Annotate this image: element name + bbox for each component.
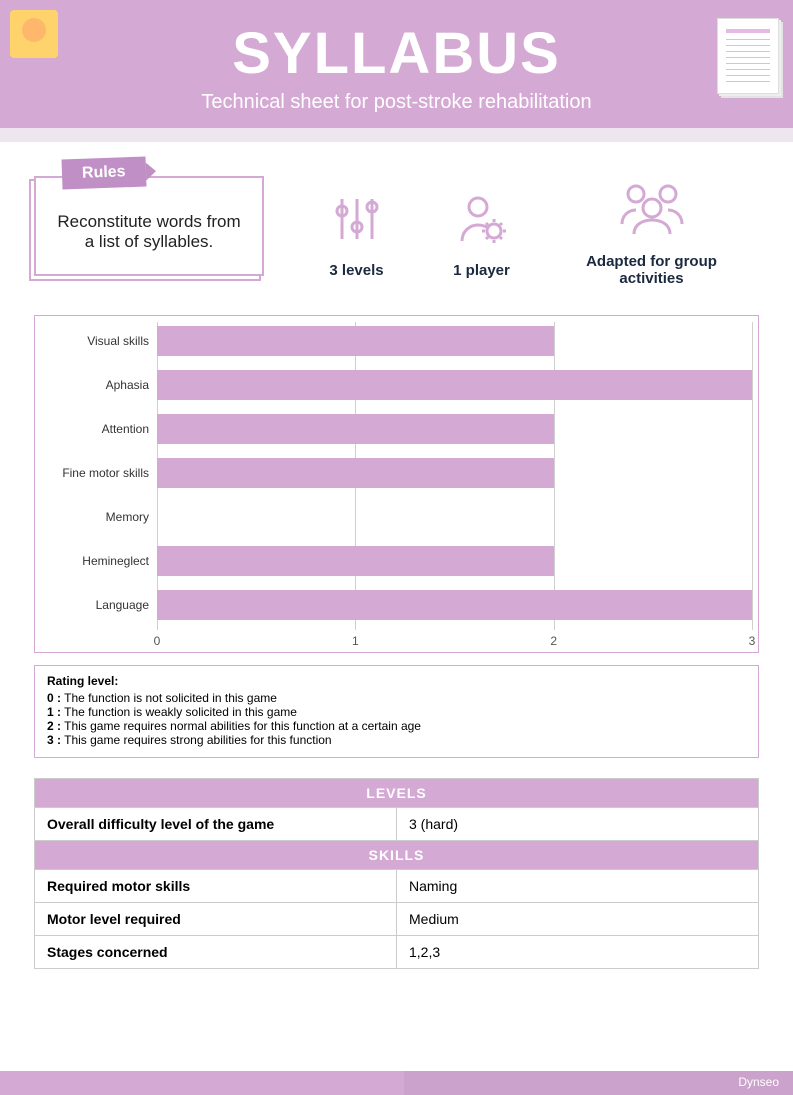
table-value: 3 (hard) [397,808,759,841]
group-icon [616,180,688,240]
bar-label: Visual skills [35,334,149,348]
legend-line: 3 : This game requires strong abilities … [47,733,746,747]
header: SYLLABUS Technical sheet for post-stroke… [0,0,793,128]
chart-row: Memory [157,498,752,536]
bar-label: Language [35,598,149,612]
legend-title: Rating level: [47,674,746,688]
table-section-header: LEVELS [35,779,759,808]
legend-text: The function is weakly solicited in this… [61,705,297,719]
chart-row: Aphasia [157,366,752,404]
chart-row: Fine motor skills [157,454,752,492]
table-key: Motor level required [35,903,397,936]
page-title: SYLLABUS [20,20,773,87]
rules-card: Rules Reconstitute words from a list of … [34,166,264,276]
legend-key: 1 : [47,705,61,719]
legend-line: 0 : The function is not solicited in thi… [47,691,746,705]
bar [157,326,554,356]
rules-body: Reconstitute words from a list of syllab… [34,176,264,276]
legend-text: The function is not solicited in this ga… [61,691,277,705]
footer-left [0,1071,404,1095]
table-row: Stages concerned1,2,3 [35,936,759,969]
divider-band [0,128,793,142]
info-row: Rules Reconstitute words from a list of … [0,142,793,297]
table-section-header: SKILLS [35,841,759,870]
sliders-icon [327,189,387,249]
legend-text: This game requires strong abilities for … [61,733,332,747]
x-tick: 2 [550,634,557,648]
bar-label: Aphasia [35,378,149,392]
table-row: Motor level requiredMedium [35,903,759,936]
x-tick: 3 [749,634,756,648]
bar-label: Hemineglect [35,554,149,568]
feature-group: Adapted for group activities [577,180,727,287]
feature-levels: 3 levels [327,189,387,279]
legend-key: 3 : [47,733,61,747]
footer: Dynseo [0,1071,793,1095]
avatar-icon [10,10,58,58]
legend-text: This game requires normal abilities for … [61,719,421,733]
table-row: Required motor skillsNaming [35,870,759,903]
bar [157,370,752,400]
x-tick: 1 [352,634,359,648]
x-axis: 0123 [157,634,752,650]
bar [157,458,554,488]
chart-row: Attention [157,410,752,448]
user-gear-icon [452,189,512,249]
table-value: Naming [397,870,759,903]
bar-label: Fine motor skills [35,466,149,480]
chart-row: Language [157,586,752,624]
chart-row: Visual skills [157,322,752,360]
table-key: Required motor skills [35,870,397,903]
legend-line: 2 : This game requires normal abilities … [47,719,746,733]
info-table: LEVELSOverall difficulty level of the ga… [34,778,759,969]
feature-label: Adapted for group activities [577,253,727,287]
rules-tab: Rules [62,157,147,190]
x-tick: 0 [154,634,161,648]
footer-brand: Dynseo [404,1071,793,1095]
feature-label: 3 levels [327,262,387,279]
bar [157,414,554,444]
table-value: Medium [397,903,759,936]
table-key: Overall difficulty level of the game [35,808,397,841]
skills-chart: Visual skills Aphasia Attention Fine motor … [34,315,759,653]
legend-key: 2 : [47,719,61,733]
page-subtitle: Technical sheet for post-stroke rehabili… [20,91,773,114]
table-key: Stages concerned [35,936,397,969]
bar-label: Attention [35,422,149,436]
features: 3 levels 1 player Adapted for group acti… [294,166,759,287]
feature-player: 1 player [452,189,512,279]
gridline [752,322,753,630]
document-icon [717,18,779,94]
legend-line: 1 : The function is weakly solicited in … [47,705,746,719]
legend-key: 0 : [47,691,61,705]
chart-row: Hemineglect [157,542,752,580]
bar-label: Memory [35,510,149,524]
table-value: 1,2,3 [397,936,759,969]
rating-legend: Rating level: 0 : The function is not so… [34,665,759,758]
feature-label: 1 player [452,262,512,279]
table-row: Overall difficulty level of the game3 (h… [35,808,759,841]
bar [157,546,554,576]
bar [157,590,752,620]
